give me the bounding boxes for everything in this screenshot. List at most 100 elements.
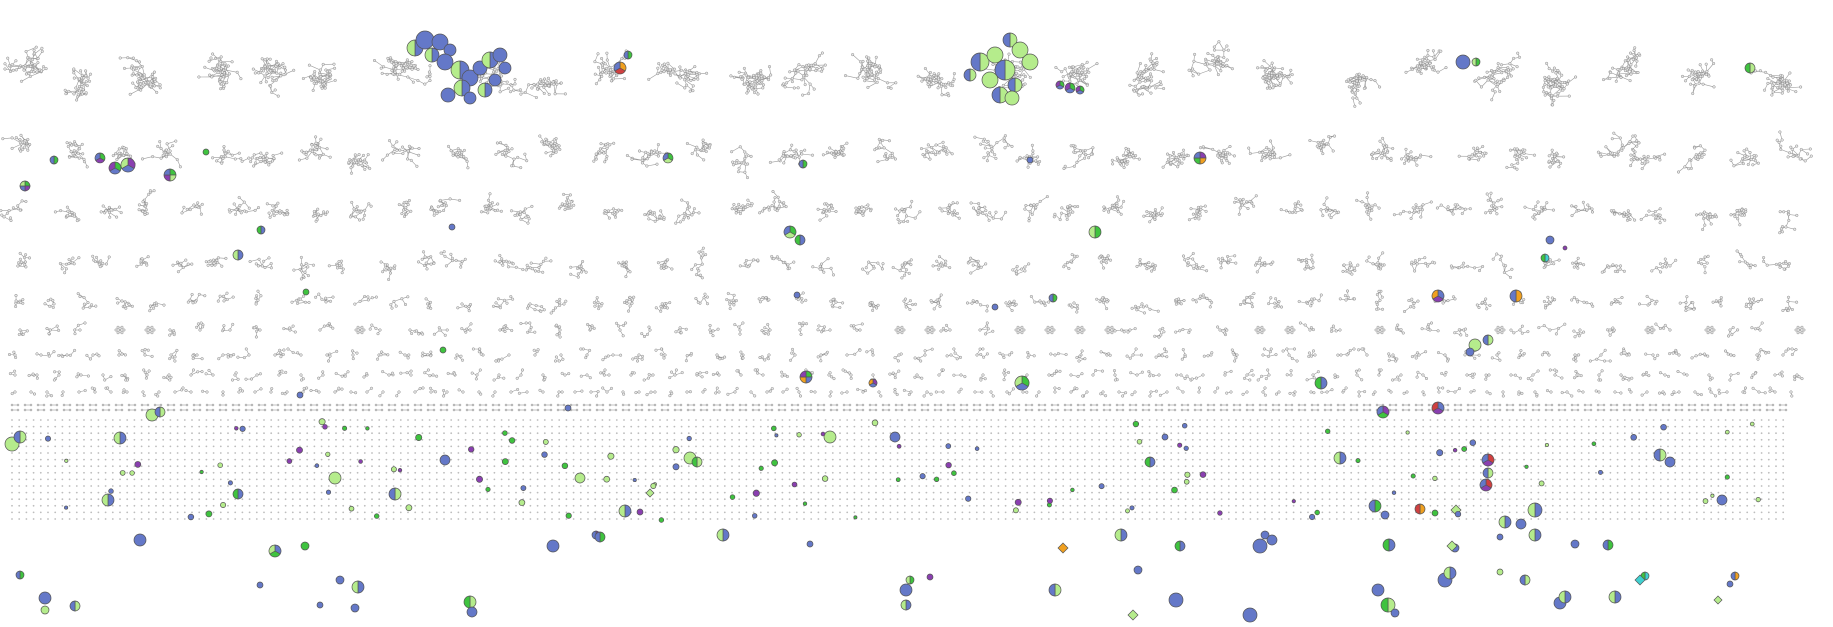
network-edge	[1068, 75, 1079, 81]
network-edge	[1788, 86, 1801, 88]
network-edge	[11, 143, 22, 149]
network-node	[84, 69, 88, 73]
network-edge	[133, 69, 145, 76]
network-edge	[1492, 72, 1502, 75]
network-edge	[801, 153, 813, 156]
network-edge	[1149, 81, 1161, 88]
network-edge	[1598, 151, 1609, 155]
network-edge	[864, 80, 878, 83]
network-edge	[648, 73, 658, 80]
network-edge	[808, 84, 811, 94]
network-edge	[1259, 149, 1270, 153]
network-edge	[554, 84, 558, 94]
network-edge	[1420, 154, 1431, 157]
network-edge	[1218, 41, 1225, 51]
network-edge	[669, 70, 682, 73]
network-node	[34, 45, 38, 49]
network-edge	[225, 156, 236, 160]
network-node	[19, 79, 24, 83]
network-edge	[646, 163, 658, 167]
network-edge	[980, 143, 992, 147]
network-edge	[1003, 78, 1011, 86]
network-edge	[687, 75, 698, 80]
network-edge	[1146, 80, 1152, 90]
network-node	[41, 65, 46, 69]
network-node	[22, 68, 26, 72]
network-node	[10, 63, 14, 67]
network-edge	[11, 137, 21, 143]
network-node	[27, 72, 31, 76]
network-node	[40, 49, 44, 53]
network-edge	[690, 73, 700, 81]
network-edge	[406, 64, 416, 69]
network-edge	[1733, 163, 1744, 167]
network-edge	[133, 73, 145, 78]
network-node	[8, 69, 13, 74]
network-node	[72, 76, 76, 80]
network-edge	[309, 64, 321, 71]
network-edge	[408, 151, 419, 156]
network-edge	[883, 147, 893, 154]
network-edge	[324, 80, 336, 85]
network-edge	[803, 76, 811, 85]
network-node	[32, 51, 36, 55]
network-edge	[1706, 63, 1714, 72]
network-edge	[21, 76, 31, 82]
network-edge	[1141, 68, 1152, 76]
network-edge	[303, 73, 315, 79]
network-edge	[1618, 72, 1632, 75]
network-node	[3, 67, 7, 71]
network-edge	[1481, 79, 1489, 88]
network-edge	[731, 146, 741, 152]
network-edge	[1205, 59, 1218, 64]
network-edge	[374, 60, 384, 68]
network-edge	[1434, 51, 1442, 60]
network-node	[6, 56, 10, 60]
network-node	[36, 61, 40, 65]
network-edge	[752, 87, 763, 90]
network-edge	[267, 70, 275, 78]
network-edge	[1654, 153, 1665, 157]
network-edge	[1548, 84, 1561, 90]
network-edge	[797, 69, 811, 72]
network-edge	[1524, 153, 1535, 156]
network-node	[44, 67, 48, 71]
network-node	[7, 64, 11, 68]
network-edge	[407, 76, 418, 81]
network-node	[31, 58, 35, 62]
network-node	[33, 63, 37, 67]
network-edge	[1551, 88, 1561, 97]
network-node	[17, 65, 22, 69]
network-edge	[1193, 61, 1206, 65]
network-node	[14, 59, 18, 63]
network-edge	[687, 143, 697, 148]
network-node	[24, 72, 28, 76]
network-node	[28, 74, 32, 78]
nodes-layer	[0, 40, 1813, 412]
network-edge	[513, 89, 526, 93]
network-edge	[1772, 87, 1783, 93]
network-edge	[1703, 83, 1715, 88]
network-node	[86, 76, 90, 80]
network-edge	[1270, 157, 1281, 160]
network-edge	[73, 86, 83, 95]
network-node	[36, 56, 40, 61]
network-edge	[130, 89, 140, 95]
network-edge	[525, 92, 537, 98]
network-edge	[921, 147, 932, 149]
network-edge	[1063, 166, 1075, 169]
network-edge	[929, 81, 940, 88]
network-node	[14, 68, 18, 72]
network-edge	[974, 136, 985, 140]
network-edge	[272, 75, 281, 81]
network-edge	[1154, 69, 1164, 72]
network-edge	[348, 162, 359, 165]
network-node	[72, 92, 76, 96]
network-edge	[1280, 154, 1290, 159]
network-edge	[684, 79, 694, 87]
network-edge	[2, 137, 13, 139]
network-node	[39, 69, 44, 73]
network-edge	[1263, 60, 1273, 69]
network-edge	[761, 74, 771, 81]
network-node	[88, 72, 93, 76]
